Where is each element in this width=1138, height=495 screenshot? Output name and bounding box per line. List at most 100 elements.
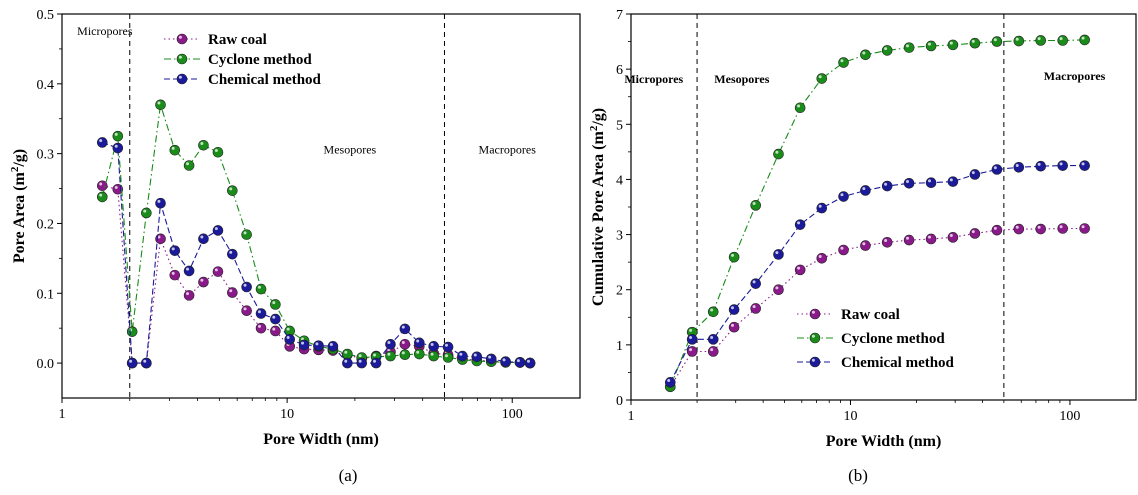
data-point-highlight xyxy=(1037,162,1041,166)
data-point-highlight xyxy=(710,348,714,352)
data-point-highlight xyxy=(884,47,888,51)
data-point-highlight xyxy=(114,185,118,189)
data-point xyxy=(750,278,762,289)
data-point-highlight xyxy=(473,353,477,357)
y-tick-label: 2 xyxy=(616,284,623,299)
data-point xyxy=(1057,35,1069,46)
data-point xyxy=(385,350,396,362)
y-axis-label-main: Cumulative Pore Area (m xyxy=(590,131,607,307)
y-tick-label: 1 xyxy=(616,339,623,354)
data-point-highlight xyxy=(689,336,693,340)
data-point xyxy=(728,251,740,263)
data-point xyxy=(728,304,740,315)
data-point-highlight xyxy=(329,343,333,347)
data-point xyxy=(838,244,849,256)
data-point-highlight xyxy=(993,226,997,230)
data-point xyxy=(991,164,1003,175)
y-axis-label-superscript: 2 xyxy=(9,166,21,172)
legend-label: Raw coal xyxy=(841,307,900,323)
data-point xyxy=(141,207,152,219)
data-point xyxy=(925,177,937,189)
x-tick-label: 1 xyxy=(628,409,635,424)
data-point xyxy=(169,269,181,281)
data-point-highlight xyxy=(906,179,910,183)
data-point-highlight xyxy=(949,234,953,238)
data-point-highlight xyxy=(971,230,975,234)
data-point xyxy=(750,303,762,314)
data-point xyxy=(881,45,893,56)
data-point xyxy=(485,353,497,365)
y-tick-label: 0.2 xyxy=(37,217,55,232)
y-tick-label: 0 xyxy=(616,394,623,409)
data-point-highlight xyxy=(243,283,247,287)
data-point xyxy=(707,334,719,345)
data-point-highlight xyxy=(286,327,290,331)
data-point-highlight xyxy=(1015,163,1019,167)
data-point xyxy=(1035,160,1047,172)
data-point-highlight xyxy=(214,268,218,272)
data-point xyxy=(860,185,871,196)
data-point-highlight xyxy=(99,193,103,197)
data-point xyxy=(126,326,138,337)
legend-marker xyxy=(176,33,188,45)
y-tick-label: 0.1 xyxy=(37,287,55,302)
data-point xyxy=(399,338,411,350)
y-axis-label-main: Pore Area (m xyxy=(11,172,28,264)
data-point-highlight xyxy=(1059,37,1063,41)
data-point-highlight xyxy=(1081,225,1085,229)
data-point-highlight xyxy=(430,352,434,356)
data-point-highlight xyxy=(344,350,348,354)
data-point-highlight xyxy=(416,350,420,354)
data-point xyxy=(413,348,425,360)
series-line xyxy=(102,141,531,364)
data-point xyxy=(903,234,915,246)
data-point-highlight xyxy=(171,271,175,275)
data-point xyxy=(838,57,849,68)
data-point xyxy=(112,142,124,154)
region-label: Macropores xyxy=(1044,69,1106,83)
data-point xyxy=(860,240,871,251)
data-point xyxy=(141,357,152,369)
data-point-highlight xyxy=(387,340,391,344)
data-point xyxy=(399,349,411,361)
data-point xyxy=(270,325,281,337)
data-point xyxy=(860,49,871,61)
data-point xyxy=(881,236,893,248)
data-point-highlight xyxy=(286,336,290,340)
data-point xyxy=(428,350,439,362)
data-point xyxy=(707,306,719,318)
data-point-highlight xyxy=(401,351,405,355)
data-point-highlight xyxy=(971,171,975,175)
data-point-highlight xyxy=(272,315,276,319)
data-point xyxy=(96,137,108,148)
data-point-highlight xyxy=(444,354,448,358)
data-point xyxy=(816,202,828,214)
data-point-highlight xyxy=(186,292,190,296)
data-point-highlight xyxy=(387,352,391,356)
data-point-highlight xyxy=(818,254,822,258)
data-point xyxy=(969,169,981,180)
data-point xyxy=(198,139,209,151)
legend-marker-highlight xyxy=(178,75,182,79)
data-point xyxy=(227,287,238,298)
data-point-highlight xyxy=(667,379,671,383)
x-tick-label: 1 xyxy=(59,407,66,422)
data-point xyxy=(169,144,181,156)
data-point-highlight xyxy=(526,359,530,363)
data-point-highlight xyxy=(1037,37,1041,41)
data-point xyxy=(794,264,806,276)
data-point-highlight xyxy=(1081,162,1085,166)
data-point xyxy=(991,36,1003,47)
data-point-highlight xyxy=(171,146,175,150)
x-axis-label: Pore Width (nm) xyxy=(826,433,942,450)
data-point-highlight xyxy=(1015,225,1019,229)
data-point xyxy=(227,248,238,260)
data-point-highlight xyxy=(949,41,953,45)
data-point xyxy=(327,341,339,352)
data-point xyxy=(370,357,382,369)
data-point xyxy=(399,323,411,335)
data-point-highlight xyxy=(752,305,756,309)
data-point xyxy=(255,283,267,295)
plot-frame xyxy=(61,13,581,399)
data-point xyxy=(664,377,676,388)
